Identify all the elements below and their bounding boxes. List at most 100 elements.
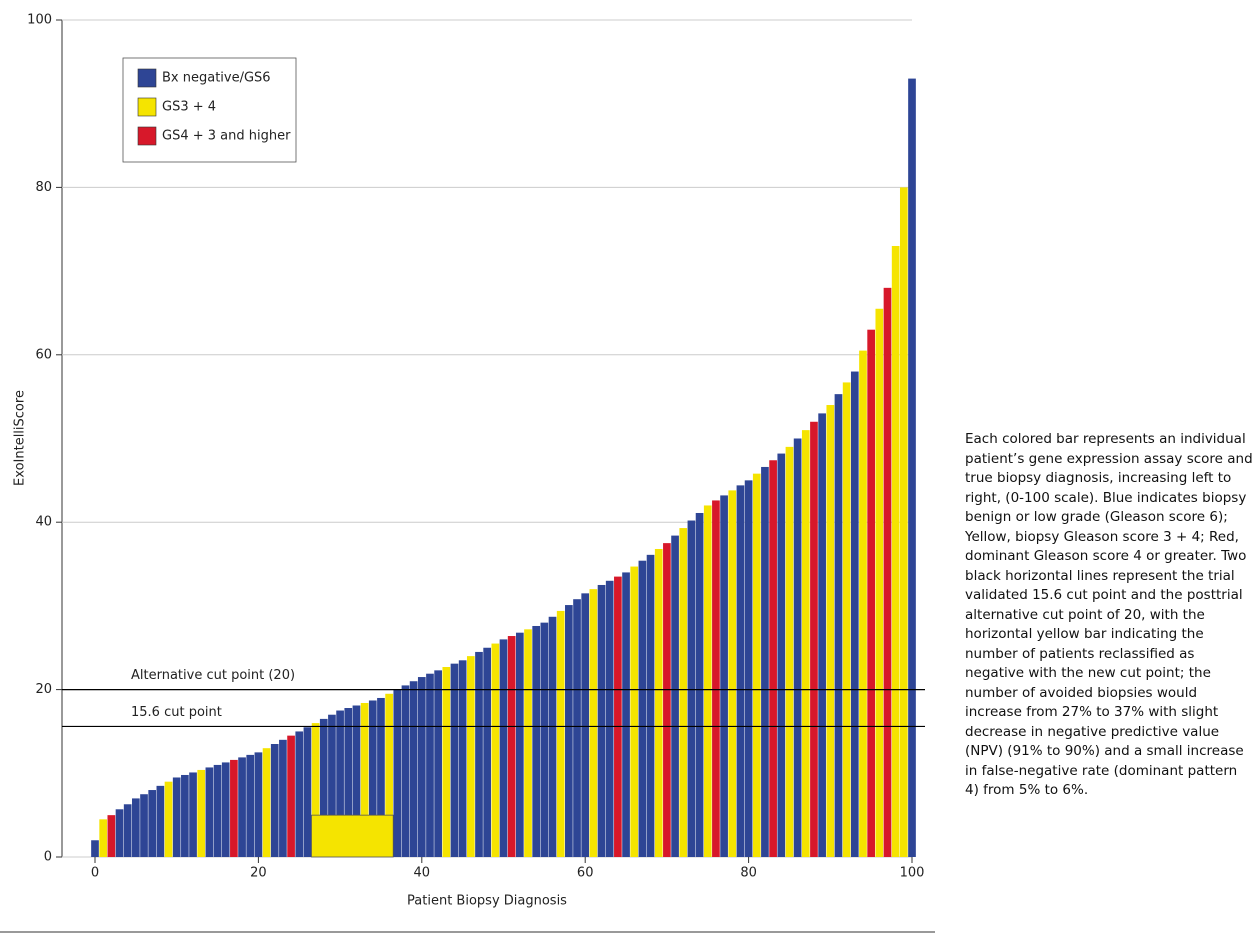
- x-tick-label: 20: [250, 866, 267, 881]
- bar: [899, 187, 908, 857]
- bar: [107, 815, 116, 857]
- x-tick-label: 0: [91, 866, 99, 881]
- x-axis-title: Patient Biopsy Diagnosis: [407, 894, 567, 909]
- bar: [221, 762, 230, 857]
- bar: [777, 453, 786, 857]
- y-tick-label: 0: [44, 850, 52, 865]
- bar: [450, 663, 459, 857]
- bar: [368, 700, 377, 857]
- bar: [679, 528, 688, 857]
- bar: [205, 767, 214, 857]
- bar: [393, 689, 402, 857]
- bar: [834, 394, 843, 857]
- bar: [826, 405, 835, 857]
- legend-swatch: [137, 126, 157, 146]
- bar: [589, 589, 598, 857]
- bar: [360, 702, 369, 857]
- bar: [197, 769, 206, 857]
- bar: [573, 599, 581, 857]
- y-tick-label: 20: [35, 682, 52, 697]
- bar: [123, 804, 132, 857]
- bar: [246, 754, 255, 857]
- bar: [720, 495, 728, 857]
- bar: [654, 548, 663, 857]
- caption: Each colored bar represents an individua…: [965, 431, 1253, 798]
- bar: [728, 490, 737, 857]
- bar: [172, 777, 181, 857]
- bar: [663, 543, 671, 857]
- bar: [769, 460, 777, 857]
- bar: [409, 681, 418, 857]
- bar: [352, 705, 361, 857]
- bar: [744, 480, 753, 857]
- bar: [638, 560, 647, 857]
- bar: [581, 593, 590, 857]
- bar: [181, 774, 189, 857]
- bar: [801, 430, 810, 857]
- bar: [287, 735, 295, 857]
- bar: [810, 421, 818, 857]
- bar: [336, 710, 344, 857]
- bar: [132, 798, 140, 857]
- bar: [99, 819, 108, 857]
- bar: [867, 329, 875, 857]
- cut-label: 15.6 cut point: [131, 705, 222, 720]
- bar: [262, 748, 271, 857]
- bar: [842, 382, 851, 857]
- bar: [483, 647, 492, 857]
- bar: [524, 629, 532, 857]
- y-tick-label: 40: [35, 515, 52, 530]
- x-tick-label: 100: [900, 866, 925, 881]
- bar: [434, 670, 442, 857]
- y-axis-title: ExoIntelliScore: [13, 390, 28, 486]
- bar: [883, 287, 892, 858]
- bar: [850, 371, 859, 857]
- bar: [148, 790, 157, 857]
- bar: [752, 473, 761, 857]
- bar: [605, 580, 614, 857]
- bar: [793, 438, 802, 857]
- bar: [556, 610, 565, 857]
- bar: [507, 636, 516, 857]
- bar: [328, 714, 336, 857]
- bar: [295, 731, 304, 857]
- bar: [540, 622, 549, 857]
- bar: [565, 605, 573, 857]
- bar: [712, 500, 720, 857]
- bar: [91, 840, 99, 857]
- bar: [736, 485, 745, 857]
- bar: [499, 639, 508, 857]
- bar: [475, 651, 483, 857]
- bar: [875, 308, 884, 857]
- x-tick-label: 40: [414, 866, 431, 881]
- bar: [532, 625, 541, 857]
- bar: [908, 78, 916, 858]
- bar: [189, 772, 197, 857]
- bar: [230, 759, 238, 857]
- reclassified-box: [311, 814, 394, 858]
- x-tick-label: 60: [577, 866, 594, 881]
- legend-label: Bx negative/GS6: [162, 71, 271, 86]
- bar: [115, 809, 124, 857]
- bar: [426, 673, 434, 857]
- bar: [548, 616, 557, 857]
- bar: [311, 723, 320, 857]
- bar: [213, 764, 222, 857]
- legend-swatch: [137, 68, 157, 88]
- bar: [164, 781, 173, 857]
- bar: [377, 697, 385, 857]
- bar: [442, 667, 451, 857]
- bar: [458, 660, 467, 857]
- bar: [671, 535, 679, 857]
- bar: [785, 446, 794, 857]
- bar: [401, 685, 410, 857]
- bar: [254, 752, 263, 857]
- bar: [270, 744, 279, 857]
- bar: [279, 739, 287, 857]
- y-tick-label: 100: [27, 13, 52, 28]
- bar: [614, 576, 622, 857]
- bar: [761, 466, 769, 857]
- y-tick-label: 80: [35, 180, 52, 195]
